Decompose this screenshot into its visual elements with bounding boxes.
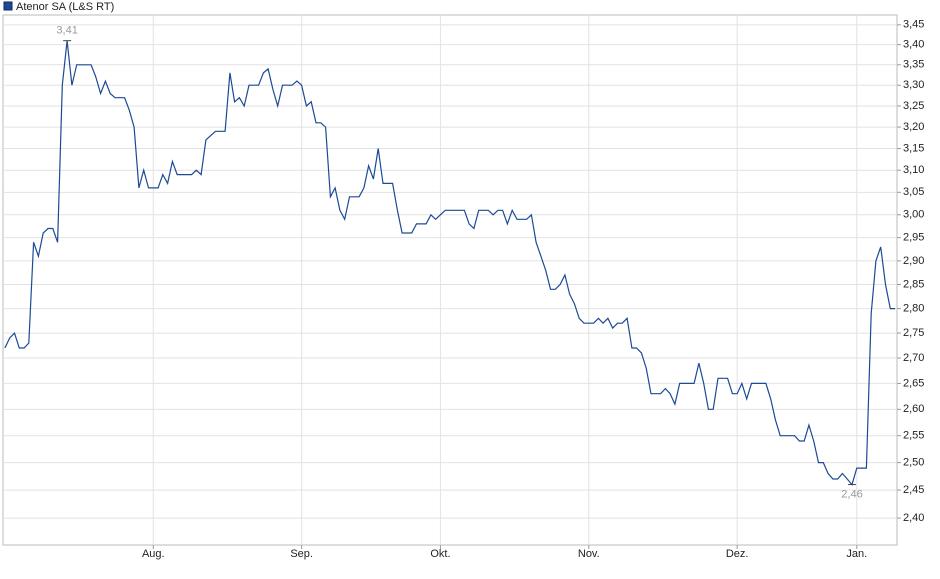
plot-area (2, 14, 898, 546)
legend-label: Atenor SA (L&S RT) (16, 1, 114, 13)
y-tick-label: 3,00 (903, 209, 924, 221)
y-tick-label: 2,60 (903, 403, 924, 415)
legend-swatch (3, 1, 13, 11)
y-tick-label: 3,30 (903, 79, 924, 91)
high-label: 3,41 (56, 25, 77, 37)
y-tick-label: 3,25 (903, 100, 924, 112)
y-tick-label: 2,85 (903, 278, 924, 290)
y-tick-label: 2,50 (903, 457, 924, 469)
y-tick-label: 2,80 (903, 302, 924, 314)
low-label: 2,46 (841, 488, 862, 500)
x-tick-label: Aug. (142, 548, 165, 560)
x-tick-label: Nov. (578, 548, 600, 560)
y-tick-label: 3,20 (903, 121, 924, 133)
y-tick-label: 3,40 (903, 39, 924, 51)
y-tick-label: 2,90 (903, 255, 924, 267)
y-tick-label: 3,05 (903, 186, 924, 198)
y-tick-label: 2,55 (903, 430, 924, 442)
x-tick-label: Okt. (430, 548, 450, 560)
y-tick-label: 3,15 (903, 142, 924, 154)
y-tick-label: 3,45 (903, 19, 924, 31)
x-tick-label: Jan. (846, 548, 867, 560)
y-tick-label: 2,40 (903, 512, 924, 524)
y-tick-label: 3,10 (903, 164, 924, 176)
y-tick-label: 2,45 (903, 484, 924, 496)
y-tick-label: 2,95 (903, 232, 924, 244)
y-tick-label: 2,65 (903, 377, 924, 389)
x-tick-label: Sep. (290, 548, 313, 560)
x-tick-label: Dez. (726, 548, 749, 560)
y-tick-label: 2,75 (903, 327, 924, 339)
y-tick-label: 3,35 (903, 59, 924, 71)
y-tick-label: 2,70 (903, 352, 924, 364)
price-line (4, 40, 896, 486)
